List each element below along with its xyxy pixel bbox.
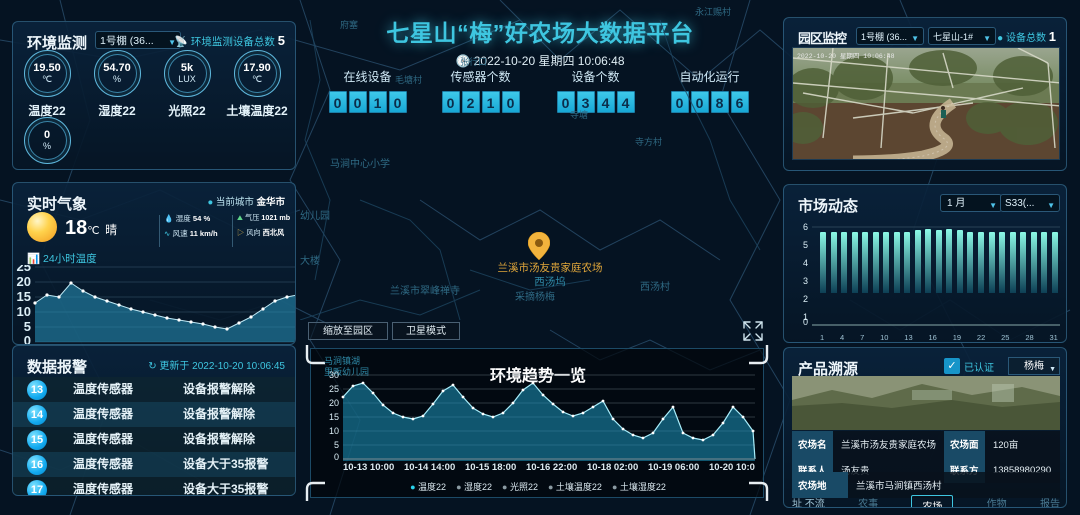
svg-text:5: 5 — [803, 240, 808, 250]
svg-text:25: 25 — [17, 265, 31, 274]
svg-text:10: 10 — [17, 304, 31, 319]
svg-text:25: 25 — [329, 384, 339, 394]
svg-text:5: 5 — [24, 319, 31, 334]
svg-text:0: 0 — [24, 333, 31, 345]
svg-text:30: 30 — [329, 370, 339, 380]
svg-text:2022-10-20 星期四 10:06:48: 2022-10-20 星期四 10:06:48 — [797, 52, 895, 60]
svg-text:0: 0 — [803, 317, 808, 327]
svg-text:15: 15 — [17, 289, 31, 304]
svg-text:15: 15 — [329, 412, 339, 422]
svg-text:20: 20 — [17, 274, 31, 289]
svg-text:3: 3 — [803, 276, 808, 286]
svg-text:6: 6 — [803, 222, 808, 232]
svg-text:5: 5 — [334, 440, 339, 450]
svg-text:0: 0 — [334, 452, 339, 461]
svg-text:4: 4 — [803, 258, 808, 268]
svg-text:10: 10 — [329, 426, 339, 436]
svg-text:2: 2 — [803, 294, 808, 304]
svg-text:20: 20 — [329, 398, 339, 408]
